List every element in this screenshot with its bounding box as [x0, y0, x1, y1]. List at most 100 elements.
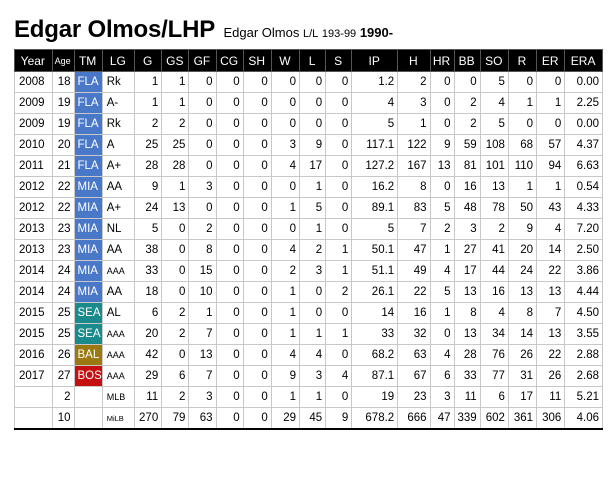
cell-bb: 0 [453, 71, 481, 93]
cell-lg: AA [101, 176, 136, 198]
cell-age: 25 [51, 323, 75, 345]
cell-er: 306 [536, 407, 566, 430]
cell-lg: A- [101, 92, 136, 114]
cell-year: 2014 [14, 281, 53, 303]
cell-sh: 0 [242, 218, 272, 240]
cell-sh: 0 [242, 386, 272, 408]
column-header-row: Year Age TM LG G GS GF CG SH W L S IP H HR BB SO R ER ERA [14, 49, 603, 72]
season-row: 2014 24 MIA AA 18 0 10 0 0 1 0 2 26.1 22 5 13 16 13 13 4.44 [14, 281, 603, 303]
season-row: 2009 19 FLA A- 1 1 0 0 0 0 0 0 4 3 0 2 4 1 1 2.25 [14, 92, 603, 114]
cell-age: 23 [51, 218, 75, 240]
cell-lg: Rk [101, 113, 136, 135]
cell-gf: 3 [188, 176, 217, 198]
cell-w: 0 [270, 113, 301, 135]
cell-h: 83 [397, 197, 431, 219]
cell-gs: 2 [161, 113, 190, 135]
cell-lg: MLB [101, 386, 136, 408]
cell-r: 26 [507, 344, 538, 366]
cell-sh: 0 [242, 407, 272, 430]
cell-gs: 0 [161, 239, 190, 261]
cell-g: 11 [134, 386, 163, 408]
cell-gf: 63 [188, 407, 217, 430]
cell-s: 0 [325, 386, 353, 408]
cell-s: 9 [325, 407, 353, 430]
cell-g: 42 [134, 344, 163, 366]
season-row: 2013 23 MIA NL 5 0 2 0 0 0 1 0 5 7 2 3 2 9 4 7.20 [14, 218, 603, 240]
cell-l: 2 [299, 239, 327, 261]
cell-lg: NL [101, 218, 136, 240]
cell-r: 0 [507, 113, 538, 135]
season-row: 2013 23 MIA AA 38 0 8 0 0 4 2 1 50.1 47 1 27 41 20 14 2.50 [14, 239, 603, 261]
height-weight: 193-99 [321, 28, 357, 40]
cell-g: 33 [134, 260, 163, 282]
cell-so: 16 [479, 281, 509, 303]
cell-s: 0 [325, 176, 353, 198]
cell-sh: 0 [242, 92, 272, 114]
cell-year: 2010 [14, 134, 53, 156]
cell-cg: 0 [215, 323, 244, 345]
cell-w: 1 [270, 281, 301, 303]
column-header-h: H [397, 49, 431, 72]
cell-er: 13 [536, 281, 566, 303]
cell-gf: 7 [188, 365, 217, 387]
cell-w: 2 [270, 260, 301, 282]
cell-gf: 10 [188, 281, 217, 303]
cell-l: 0 [299, 113, 327, 135]
cell-lg: MiLB [101, 407, 136, 430]
cell-year [14, 407, 53, 430]
cell-hr: 13 [429, 155, 455, 177]
cell-l: 17 [299, 155, 327, 177]
cell-ip: 89.1 [351, 197, 399, 219]
cell-gf: 0 [188, 92, 217, 114]
cell-lg: A+ [101, 197, 136, 219]
cell-gs: 0 [161, 260, 190, 282]
bats-throws: L/L [303, 28, 319, 40]
cell-era: 4.37 [564, 134, 603, 156]
cell-sh: 0 [242, 71, 272, 93]
cell-year: 2009 [14, 113, 53, 135]
cell-gs: 6 [161, 365, 190, 387]
cell-er: 11 [536, 386, 566, 408]
cell-cg: 0 [215, 155, 244, 177]
cell-hr: 0 [429, 113, 455, 135]
cell-s: 0 [325, 197, 353, 219]
cell-cg: 0 [215, 365, 244, 387]
column-header-w: W [270, 49, 301, 72]
cell-bb: 59 [453, 134, 481, 156]
season-row: 2014 24 MIA AAA 33 0 15 0 0 2 3 1 51.1 49 4 17 44 24 22 3.8… [14, 260, 603, 282]
column-header-l: L [299, 49, 327, 72]
cell-s: 0 [325, 344, 353, 366]
cell-ip: 87.1 [351, 365, 399, 387]
cell-gf: 7 [188, 323, 217, 345]
cell-s: 0 [325, 155, 353, 177]
cell-year: 2009 [14, 92, 53, 114]
cell-cg: 0 [215, 239, 244, 261]
cell-year: 2017 [14, 365, 53, 387]
cell-gs: 79 [161, 407, 190, 430]
cell-w: 1 [270, 323, 301, 345]
cell-h: 63 [397, 344, 431, 366]
cell-r: 14 [507, 323, 538, 345]
cell-l: 4 [299, 344, 327, 366]
cell-er: 57 [536, 134, 566, 156]
cell-so: 41 [479, 239, 509, 261]
cell-er: 7 [536, 302, 566, 324]
cell-era: 4.44 [564, 281, 603, 303]
column-header-lg: LG [101, 49, 136, 72]
cell-hr: 2 [429, 218, 455, 240]
cell-er: 22 [536, 344, 566, 366]
cell-tm: BAL [73, 344, 103, 366]
season-row: 2011 21 FLA A+ 28 28 0 0 0 4 17 0 127.2 167 13 81 101 110… [14, 155, 603, 177]
cell-age: 10 [51, 407, 75, 430]
cell-era: 6.63 [564, 155, 603, 177]
cell-gs: 1 [161, 176, 190, 198]
cell-hr: 5 [429, 281, 455, 303]
cell-gf: 0 [188, 71, 217, 93]
cell-lg: AA [101, 281, 136, 303]
cell-s: 1 [325, 260, 353, 282]
player-info: Edgar Olmos L/L 193-99 1990- [224, 25, 394, 40]
cell-age: 22 [51, 197, 75, 219]
cell-age: 24 [51, 281, 75, 303]
cell-l: 1 [299, 386, 327, 408]
cell-w: 0 [270, 71, 301, 93]
